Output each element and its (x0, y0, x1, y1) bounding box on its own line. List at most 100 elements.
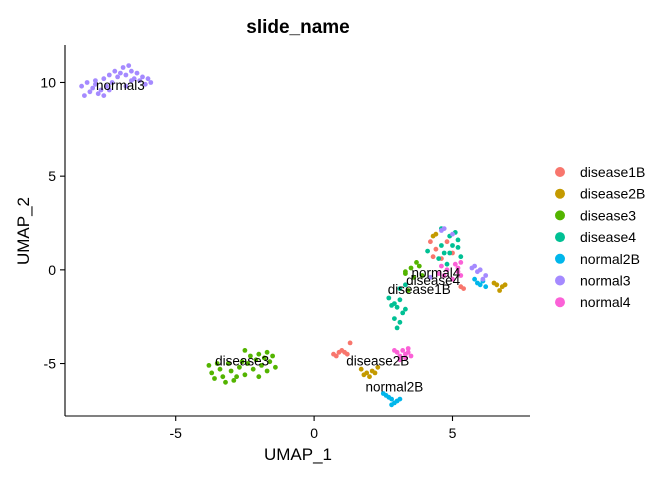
data-point (458, 260, 464, 265)
x-axis: -5 0 5 UMAP_1 (65, 415, 530, 464)
data-point (234, 374, 240, 380)
data-point (425, 248, 430, 254)
data-point (397, 353, 403, 359)
data-point (475, 269, 480, 275)
data-point (212, 376, 217, 381)
data-point (148, 80, 154, 85)
series-disease3 (206, 260, 425, 385)
legend-label: normal3 (580, 273, 631, 289)
data-point (256, 351, 262, 357)
data-point (115, 74, 120, 80)
data-point (389, 303, 394, 308)
data-point (444, 267, 450, 273)
legend-key (555, 210, 565, 221)
data-point (436, 271, 442, 276)
y-tick-label: 0 (48, 262, 56, 278)
data-point (250, 366, 256, 372)
data-point (405, 349, 411, 355)
cluster-label: normal4 (412, 265, 461, 280)
data-point (392, 348, 397, 353)
data-point (472, 276, 477, 282)
data-point (497, 288, 502, 293)
data-point (411, 274, 417, 280)
data-point (84, 80, 90, 85)
cluster-label: normal2B (366, 380, 424, 395)
y-axis-title: UMAP_2 (14, 197, 33, 265)
data-point (477, 282, 483, 288)
data-point (403, 269, 408, 275)
data-point (259, 363, 264, 368)
y-axis-ticks: -5 0 5 10 (40, 74, 65, 372)
data-point (436, 256, 442, 261)
data-point (397, 357, 403, 363)
data-point (217, 366, 223, 372)
data-point (439, 263, 444, 269)
data-point (101, 76, 107, 82)
y-tick-label: 10 (40, 74, 56, 90)
data-point (441, 226, 447, 232)
data-point (267, 359, 273, 365)
data-point (400, 348, 406, 353)
data-point (450, 276, 455, 282)
data-point (129, 68, 134, 74)
data-point (248, 353, 253, 359)
data-point (455, 265, 461, 271)
data-point (458, 254, 464, 260)
cluster-label: disease3 (215, 353, 269, 368)
data-point (416, 263, 422, 269)
legend-key (555, 297, 565, 308)
cluster-label: disease2B (346, 353, 409, 368)
data-point (455, 245, 461, 250)
data-point (129, 78, 134, 83)
y-axis: -5 0 5 10 UMAP_2 (14, 45, 66, 416)
data-point (469, 265, 475, 271)
data-point (261, 355, 267, 361)
data-point (403, 355, 408, 361)
legend-label: disease2B (580, 186, 645, 202)
data-point (242, 348, 248, 353)
data-point (400, 310, 406, 316)
data-point (439, 243, 444, 248)
legend-key (555, 167, 565, 177)
legend-label: normal4 (580, 294, 631, 310)
data-point (104, 83, 109, 89)
x-axis-title: UMAP_1 (264, 445, 332, 464)
data-point (106, 72, 112, 78)
data-point (375, 364, 381, 370)
x-axis-ticks: -5 0 5 (169, 416, 457, 441)
legend-key (555, 188, 565, 199)
data-point (397, 297, 403, 303)
series-normal4 (392, 260, 464, 363)
data-point (123, 72, 129, 78)
data-point (455, 269, 461, 275)
legend-label: disease1B (580, 164, 645, 180)
data-point (98, 87, 104, 93)
data-point (228, 368, 234, 374)
data-point (450, 243, 455, 248)
data-point (101, 93, 107, 98)
chart-title: slide_name (246, 17, 350, 38)
x-tick-label: 5 (449, 425, 457, 441)
x-tick-label: 0 (310, 425, 318, 441)
data-point (372, 370, 378, 376)
data-point (87, 89, 93, 95)
data-point (403, 282, 408, 288)
data-point (419, 273, 425, 278)
data-point (428, 239, 433, 245)
data-point (430, 254, 436, 260)
cluster-label: disease1B (388, 282, 451, 297)
data-point (347, 340, 353, 346)
data-point (358, 366, 364, 372)
data-point (242, 372, 248, 378)
data-point (106, 87, 112, 93)
data-point (461, 286, 466, 291)
x-tick-label: -5 (169, 425, 182, 441)
series-disease2B (358, 231, 508, 380)
series-normal3 (79, 63, 489, 282)
data-point (383, 393, 389, 398)
data-point (392, 316, 397, 321)
data-point (239, 359, 245, 365)
data-point (397, 286, 403, 291)
data-point (447, 250, 453, 256)
